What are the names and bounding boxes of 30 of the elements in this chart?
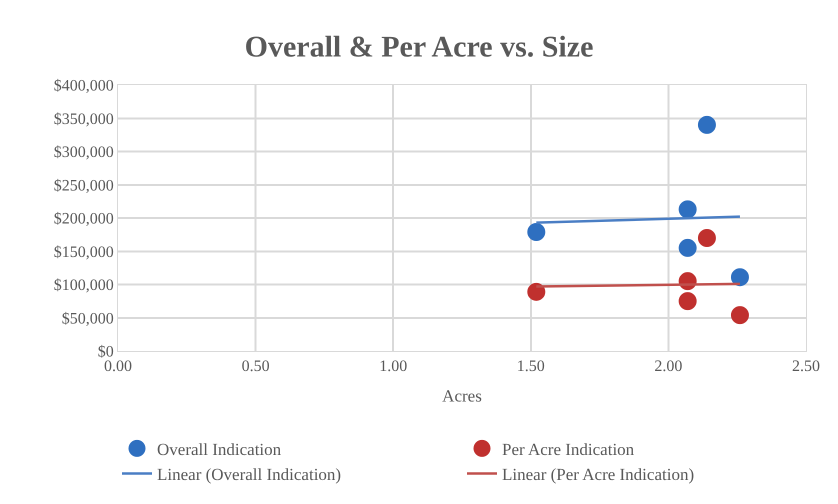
y-tick-label: $350,000 xyxy=(54,110,114,128)
y-tick-label: $400,000 xyxy=(54,78,114,95)
x-tick-label: 1.50 xyxy=(516,358,545,376)
y-tick-label: $200,000 xyxy=(54,210,114,228)
x-tick-label: 0.50 xyxy=(242,358,270,376)
x-axis-title: Acres xyxy=(442,386,482,406)
y-tick-label: $50,000 xyxy=(62,310,114,328)
point xyxy=(678,238,697,257)
x-tick-label: 1.00 xyxy=(379,358,408,376)
y-tick-label: $250,000 xyxy=(54,177,114,194)
point xyxy=(527,282,546,301)
x-tick-label: 2.00 xyxy=(654,358,682,376)
chart-title: Overall & Per Acre vs. Size xyxy=(244,30,594,64)
y-tick-label: $300,000 xyxy=(54,144,114,162)
legend-label: Per Acre Indication xyxy=(502,440,635,459)
point xyxy=(678,292,697,310)
legend-label: Linear (Overall Indication) xyxy=(157,465,342,484)
point xyxy=(698,228,716,247)
x-tick-label: 2.50 xyxy=(792,358,820,376)
legend-label: Overall Indication xyxy=(157,440,282,459)
point xyxy=(698,116,716,134)
x-tick-label: 0.00 xyxy=(104,358,132,376)
point xyxy=(527,222,546,241)
point xyxy=(730,306,749,324)
legend-label: Linear (Per Acre Indication) xyxy=(502,465,694,484)
y-tick-label: $150,000 xyxy=(54,244,114,261)
y-tick-label: $0 xyxy=(98,344,114,361)
point xyxy=(730,268,749,286)
point xyxy=(678,200,697,218)
y-tick-label: $100,000 xyxy=(54,277,114,294)
